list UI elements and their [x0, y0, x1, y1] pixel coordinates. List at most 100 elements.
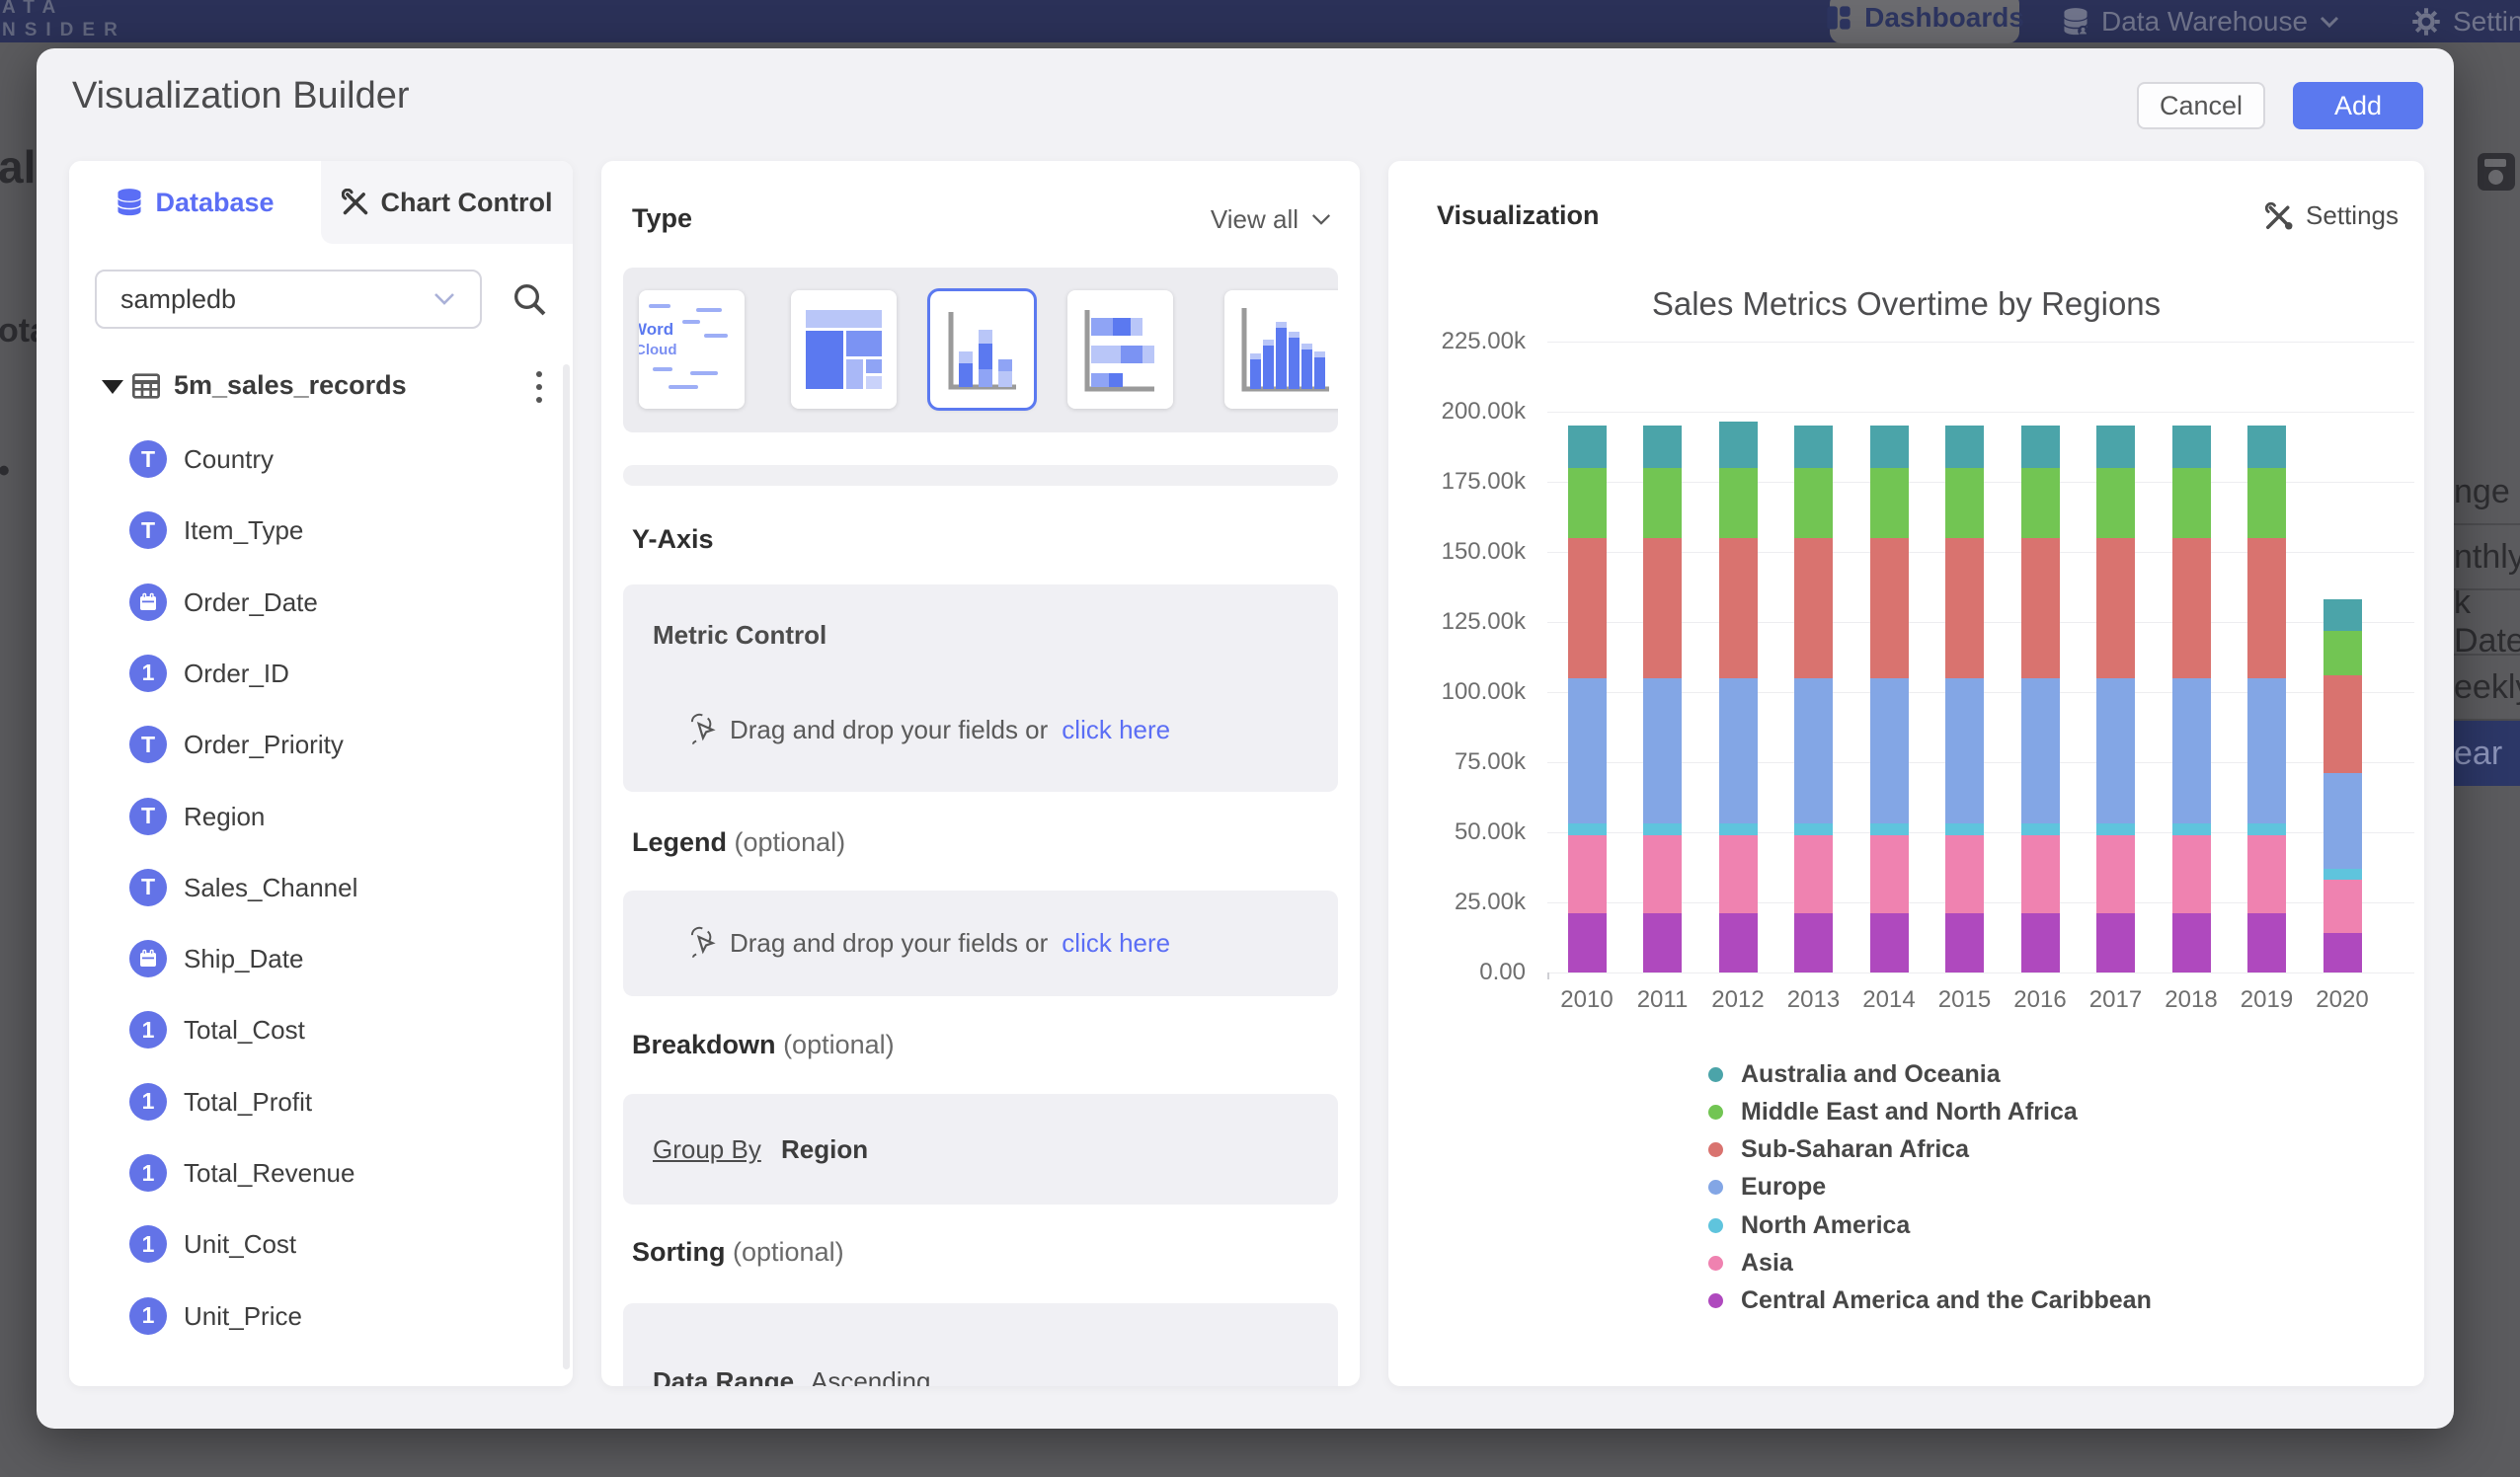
- visualization-label: Visualization: [1437, 200, 1600, 231]
- bar-segment: [2096, 538, 2135, 678]
- bar-segment: [1568, 913, 1607, 972]
- add-button[interactable]: Add: [2293, 82, 2423, 129]
- x-axis-tick-label: 2015: [1928, 986, 2003, 1014]
- field-item-order_date[interactable]: Order_Date: [69, 581, 563, 624]
- field-item-total_revenue[interactable]: 1Total_Revenue: [69, 1151, 563, 1195]
- background-page-menu-fragments: ngenthlyk Dateeeklyear: [2454, 460, 2520, 786]
- field-item-country[interactable]: TCountry: [69, 437, 563, 481]
- bar-segment: [1643, 678, 1682, 824]
- y-axis-section-label: Y-Axis: [632, 524, 714, 555]
- field-item-region[interactable]: TRegion: [69, 795, 563, 838]
- chart-type-histogram[interactable]: [1224, 290, 1338, 409]
- y-axis-tick-label: 100.00k: [1402, 678, 1526, 706]
- x-axis-tick-label: 2014: [1851, 986, 1927, 1014]
- sorting-section-label: Sorting (optional): [632, 1237, 844, 1268]
- x-axis-tick-label: 2012: [1700, 986, 1775, 1014]
- field-item-item_type[interactable]: TItem_Type: [69, 508, 563, 552]
- bar-segment: [1794, 468, 1833, 538]
- legend-item[interactable]: Australia and Oceania: [1708, 1055, 2001, 1093]
- bar-segment: [1568, 678, 1607, 824]
- field-label: Total_Profit: [184, 1080, 312, 1124]
- bar-segment: [1945, 823, 1984, 834]
- chart-type-word-cloud[interactable]: Word Cloud: [639, 290, 745, 409]
- click-gesture-icon: [686, 926, 716, 960]
- date-type-icon: [129, 940, 167, 977]
- click-gesture-icon: [686, 713, 716, 746]
- click-here-link[interactable]: click here: [1062, 715, 1170, 745]
- field-item-unit_price[interactable]: 1Unit_Price: [69, 1294, 563, 1338]
- nav-settings[interactable]: Settings: [2411, 0, 2520, 42]
- legend-dropzone[interactable]: Drag and drop your fields or click here: [623, 891, 1338, 996]
- field-label: Country: [184, 437, 274, 481]
- table-icon: [130, 370, 162, 402]
- chart-type-stacked-bar[interactable]: [1067, 290, 1173, 409]
- legend-item[interactable]: Sub-Saharan Africa: [1708, 1131, 1969, 1169]
- cancel-button[interactable]: Cancel: [2137, 82, 2265, 129]
- x-axis-tick-label: 2020: [2305, 986, 2380, 1014]
- nav-data-warehouse[interactable]: Data Warehouse: [2062, 0, 2339, 42]
- tab-database-label: Database: [155, 188, 274, 218]
- kebab-menu-icon[interactable]: [519, 366, 559, 408]
- field-item-total_cost[interactable]: 1Total_Cost: [69, 1008, 563, 1051]
- nav-dashboards[interactable]: Dashboards: [1830, 0, 2019, 43]
- breakdown-group-by[interactable]: Group By Region: [623, 1094, 1338, 1205]
- bar-segment: [2096, 426, 2135, 468]
- bar-segment: [1568, 468, 1607, 538]
- group-by-link[interactable]: Group By: [653, 1134, 761, 1165]
- bar-segment: [2021, 678, 2060, 824]
- chart-type-stacked-column[interactable]: [929, 290, 1035, 409]
- settings-label: Settings: [2306, 200, 2399, 231]
- field-label: Unit_Cost: [184, 1222, 296, 1266]
- field-item-total_profit[interactable]: 1Total_Profit: [69, 1080, 563, 1124]
- chart-type-treemap[interactable]: [791, 290, 897, 409]
- metric-control-dropzone[interactable]: Metric Control Drag and drop your fields…: [623, 584, 1338, 792]
- x-axis-tick-label: 2011: [1625, 986, 1700, 1014]
- gridline: [1547, 972, 2414, 973]
- settings-button[interactable]: Settings: [2264, 200, 2399, 231]
- bar-segment: [1643, 426, 1682, 468]
- bar-segment: [2172, 913, 2211, 972]
- sorting-row[interactable]: Data Range Ascending: [623, 1303, 1338, 1386]
- bar-segment: [2172, 538, 2211, 678]
- field-item-sales_channel[interactable]: TSales_Channel: [69, 866, 563, 909]
- field-item-order_priority[interactable]: TOrder_Priority: [69, 723, 563, 766]
- view-all-button[interactable]: View all: [1211, 204, 1332, 235]
- x-axis-tick-label: 2017: [2079, 986, 2154, 1014]
- bar-segment: [1719, 835, 1758, 914]
- x-axis-tick-label: 2019: [2230, 986, 2305, 1014]
- bar-segment: [2172, 835, 2211, 914]
- tab-chart-control[interactable]: Chart Control: [321, 161, 573, 244]
- field-item-unit_cost[interactable]: 1Unit_Cost: [69, 1222, 563, 1266]
- legend-item[interactable]: Middle East and North Africa: [1708, 1093, 2078, 1130]
- legend-item[interactable]: North America: [1708, 1206, 1910, 1244]
- horizontal-scrollbar[interactable]: [623, 465, 1338, 486]
- field-label: Total_Revenue: [184, 1151, 354, 1195]
- field-item-order_id[interactable]: 1Order_ID: [69, 652, 563, 695]
- background-menu-item-fragment: nthly: [2454, 525, 2520, 590]
- table-tree-header[interactable]: 5m_sales_records: [69, 364, 573, 410]
- tab-database[interactable]: Database: [69, 161, 321, 244]
- click-here-link[interactable]: click here: [1062, 928, 1170, 959]
- bar-segment: [2096, 678, 2135, 824]
- save-icon: [2478, 153, 2515, 191]
- bar-segment: [2323, 599, 2362, 630]
- vertical-scrollbar[interactable]: [563, 364, 570, 1369]
- bar-segment: [1719, 468, 1758, 538]
- legend-item[interactable]: Central America and the Caribbean: [1708, 1283, 2152, 1320]
- legend-dot: [1708, 1180, 1723, 1195]
- chart-type-carousel: Word Cloud: [623, 268, 1338, 432]
- database-select[interactable]: sampledb: [95, 270, 482, 329]
- legend-label: Central America and the Caribbean: [1741, 1286, 2152, 1315]
- collapse-caret-icon[interactable]: [102, 380, 123, 394]
- legend-item[interactable]: Europe: [1708, 1169, 1826, 1206]
- background-menu-item-fragment: nge: [2454, 460, 2520, 525]
- bar-segment: [1643, 913, 1682, 972]
- field-item-ship_date[interactable]: Ship_Date: [69, 937, 563, 980]
- axis-tick: [1547, 972, 1549, 979]
- y-axis-tick-label: 50.00k: [1402, 818, 1526, 846]
- bar-segment: [2096, 913, 2135, 972]
- builder-panel: Type View all Word Cloud: [601, 161, 1360, 1386]
- search-icon[interactable]: [510, 279, 549, 319]
- legend-item[interactable]: Asia: [1708, 1245, 1793, 1283]
- gridline: [1547, 412, 2414, 413]
